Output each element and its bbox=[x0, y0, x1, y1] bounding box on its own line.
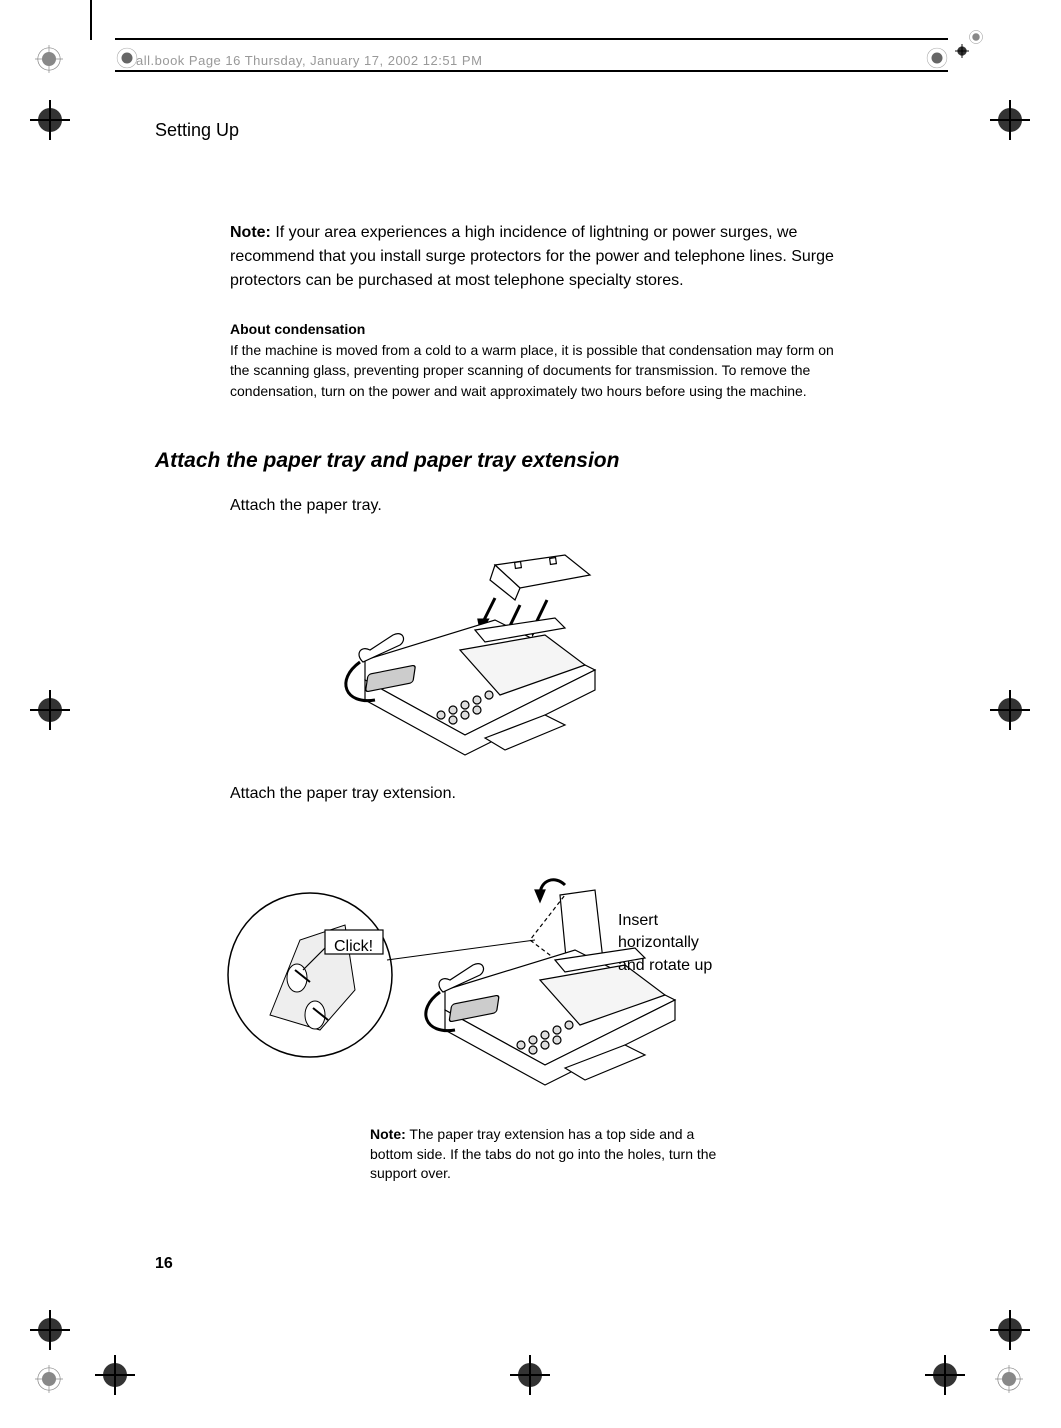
page-title: Setting Up bbox=[155, 120, 905, 141]
section-title: Attach the paper tray and paper tray ext… bbox=[155, 449, 905, 473]
insert-line-1: Insert bbox=[618, 912, 658, 929]
step-2-text: Attach the paper tray extension. bbox=[230, 785, 905, 803]
note2-prefix: Note: bbox=[370, 1126, 406, 1142]
page-number: 16 bbox=[155, 1255, 173, 1273]
registration-mark-icon bbox=[995, 1365, 1023, 1393]
registration-mark-icon bbox=[955, 30, 983, 58]
registration-mark-icon bbox=[990, 1310, 1030, 1350]
registration-mark-icon bbox=[990, 690, 1030, 730]
insert-line-3: and rotate up bbox=[618, 957, 712, 974]
header-meta-text: all.book Page 16 Thursday, January 17, 2… bbox=[136, 53, 482, 68]
note-paragraph: Note: If your area experiences a high in… bbox=[230, 221, 845, 293]
crop-mark-horizontal bbox=[115, 38, 948, 40]
click-label: Click! bbox=[334, 938, 373, 956]
registration-mark-icon bbox=[35, 45, 63, 73]
page-header-mark-icon bbox=[116, 47, 138, 69]
registration-mark-icon bbox=[510, 1355, 550, 1395]
note2-body: The paper tray extension has a top side … bbox=[370, 1126, 716, 1181]
fax-machine-diagram-2 bbox=[225, 870, 725, 1100]
crop-mark-meta-line bbox=[115, 70, 948, 72]
registration-mark-icon bbox=[35, 1365, 63, 1393]
insert-label: Insert horizontally and rotate up bbox=[618, 910, 712, 977]
registration-mark-icon bbox=[30, 1310, 70, 1350]
fax-machine-diagram-1 bbox=[305, 550, 625, 770]
page-header-mark-icon bbox=[926, 47, 948, 69]
note-body: If your area experiences a high incidenc… bbox=[230, 224, 834, 289]
insert-line-2: horizontally bbox=[618, 934, 699, 951]
condensation-text: If the machine is moved from a cold to a… bbox=[230, 340, 845, 401]
registration-mark-icon bbox=[925, 1355, 965, 1395]
registration-mark-icon bbox=[30, 100, 70, 140]
step-1-text: Attach the paper tray. bbox=[230, 497, 905, 515]
registration-mark-icon bbox=[990, 100, 1030, 140]
condensation-heading: About condensation bbox=[230, 321, 845, 337]
registration-mark-icon bbox=[95, 1355, 135, 1395]
crop-mark-vertical bbox=[90, 0, 92, 40]
bottom-note: Note: The paper tray extension has a top… bbox=[370, 1125, 720, 1184]
registration-mark-icon bbox=[30, 690, 70, 730]
note-prefix: Note: bbox=[230, 224, 271, 241]
